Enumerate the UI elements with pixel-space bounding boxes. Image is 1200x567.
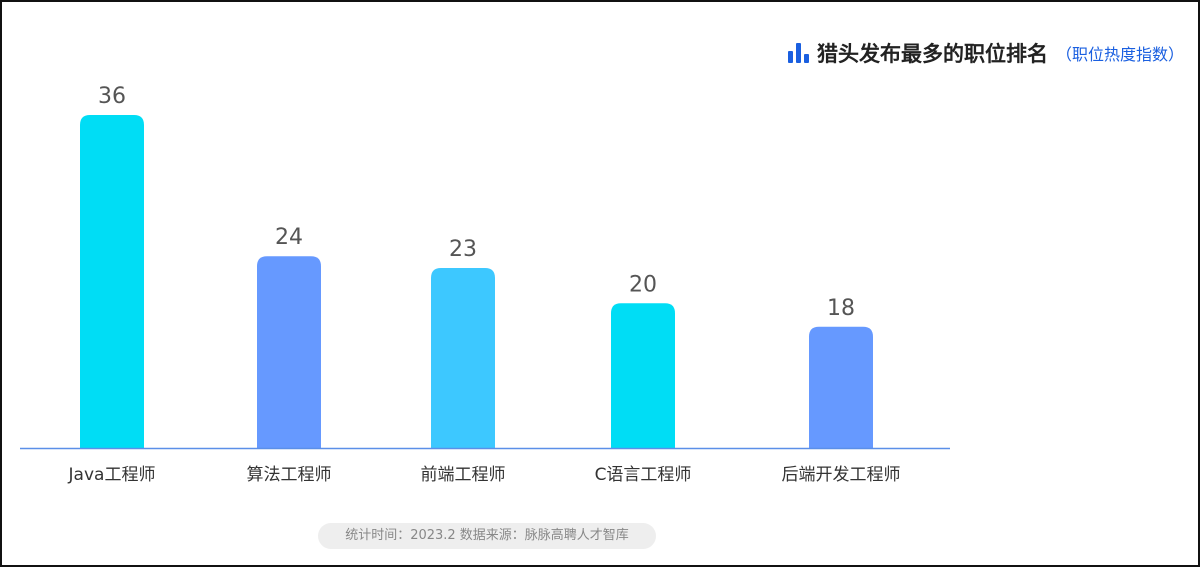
x-tick-label: 后端开发工程师 (782, 465, 901, 485)
x-tick-label: 前端工程师 (421, 465, 506, 485)
bar (257, 256, 321, 448)
bar (431, 267, 495, 448)
data-label: 24 (275, 225, 303, 250)
data-label: 36 (98, 84, 126, 109)
x-tick-label: C语言工程师 (595, 465, 692, 485)
chart-title-text: 猎头发布最多的职位排名 (816, 42, 1048, 66)
data-label: 20 (629, 272, 657, 297)
bar (611, 303, 675, 448)
chart-title: 猎头发布最多的职位排名 （职位热度指数） (787, 38, 1184, 68)
x-tick-label: Java工程师 (68, 465, 156, 485)
source-note: 统计时间：2023.2 数据来源：脉脉高聘人才智库 (318, 523, 656, 549)
chart-subtitle: （职位热度指数） (1055, 45, 1184, 64)
data-label: 23 (449, 237, 477, 262)
bar-chart-icon (787, 43, 809, 63)
bar (809, 326, 873, 448)
bar (80, 115, 144, 448)
x-tick-label: 算法工程师 (247, 465, 332, 485)
data-label: 18 (827, 296, 855, 321)
